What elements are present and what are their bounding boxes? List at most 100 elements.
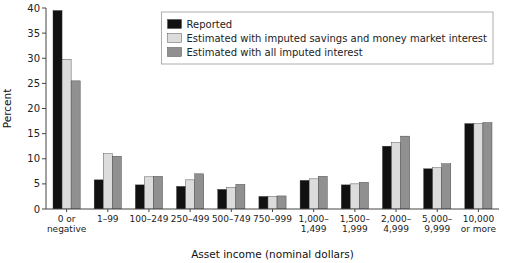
bar [112,156,121,209]
x-tick-label: 500–749 [212,214,251,224]
x-tick-label: 100–249 [130,214,169,224]
bar [483,123,492,209]
x-tick-label: 1–99 [97,214,119,224]
bar [227,187,236,209]
bar [53,11,62,209]
y-tick [42,108,46,109]
x-tick-label-line: 9,999 [424,224,450,234]
x-tick-label-line: 1–99 [97,214,119,224]
x-tick [437,209,438,212]
x-tick-label-line: 500–749 [212,214,251,224]
x-tick-label-line: 1,999 [342,224,368,234]
x-tick-label-line: 4,999 [383,224,409,234]
bar [442,164,451,209]
y-tick [42,209,46,210]
legend-swatch [168,48,182,57]
bar [103,154,112,209]
x-tick-label-line: 100–249 [130,214,169,224]
x-tick-label-line: 750–999 [253,214,292,224]
x-tick-label-line: 1,499 [301,224,327,234]
bar [318,176,327,209]
x-tick-label-line: or more [461,224,497,234]
y-tick-label: 5 [34,178,40,189]
x-tick-label: 2,000–4,999 [381,214,412,234]
y-tick [42,58,46,59]
bar [236,184,245,209]
y-tick [42,158,46,159]
legend: Reported Estimated with imputed savings a… [162,12,493,64]
bars [53,11,492,209]
y-tick [42,33,46,34]
bar [277,196,286,209]
y-axis-label: Percent [1,89,13,129]
bar [153,176,162,209]
legend-label: Reported [187,19,233,30]
x-tick [107,209,108,212]
y-tick-label: 25 [27,78,40,89]
bar [71,81,80,209]
x-tick [231,209,232,212]
legend-swatch [168,20,182,29]
legend-box [162,12,493,64]
bar [268,196,277,209]
x-tick-label-line: 1,500– [340,214,371,224]
y-tick [42,83,46,84]
legend-label: Estimated with all imputed interest [187,47,363,58]
bar [465,124,474,209]
x-tick [148,209,149,212]
x-tick [272,209,273,212]
x-tick-label-line: 250–499 [171,214,210,224]
bar [144,177,153,209]
bar [382,146,391,209]
bar [433,168,442,209]
x-tick-label: 10,000or more [461,214,497,234]
x-tick-label: 1,500–1,999 [340,214,371,234]
bar [341,185,350,209]
y-tick-label: 35 [27,28,40,39]
bar [309,179,318,209]
y-tick-label: 30 [27,53,40,64]
bar [135,185,144,209]
x-tick-label-line: negative [47,224,87,234]
x-tick-label: 1,000–1,499 [299,214,330,234]
x-tick-label-line: 5,000– [422,214,453,224]
bar [186,180,195,209]
legend-label: Estimated with imputed savings and money… [187,33,488,44]
x-tick-label: 5,000–9,999 [422,214,453,234]
x-tick-label: 0 ornegative [47,214,87,234]
x-axis-label: Asset income (nominal dollars) [191,248,354,260]
x-tick [313,209,314,212]
x-tick-label: 250–499 [171,214,210,224]
y-tick [42,183,46,184]
bar [259,196,268,209]
x-tick [354,209,355,212]
bar [401,136,410,209]
x-tick-label-line: 10,000 [463,214,495,224]
bar [62,59,71,209]
chart: 05101520253035400 ornegative1–99100–2492… [0,0,507,263]
y-tick-label: 40 [27,3,40,14]
bar [177,186,186,209]
x-tick [478,209,479,212]
bar [300,180,309,209]
bar [392,143,401,209]
x-tick-label: 750–999 [253,214,292,224]
y-tick-label: 20 [27,103,40,114]
bar [218,189,227,209]
x-tick-label-line: 1,000– [299,214,330,224]
y-tick [42,133,46,134]
x-tick-label-line: 2,000– [381,214,412,224]
bar [350,184,359,209]
x-tick [396,209,397,212]
y-tick-label: 15 [27,128,40,139]
bar [424,169,433,209]
x-tick [66,209,67,212]
x-tick [190,209,191,212]
bar [474,124,483,209]
y-tick [42,8,46,9]
bar [195,174,204,209]
x-tick-label-line: 0 or [58,214,76,224]
bar [359,182,368,209]
bar [94,180,103,209]
y-tick-label: 0 [34,204,40,215]
